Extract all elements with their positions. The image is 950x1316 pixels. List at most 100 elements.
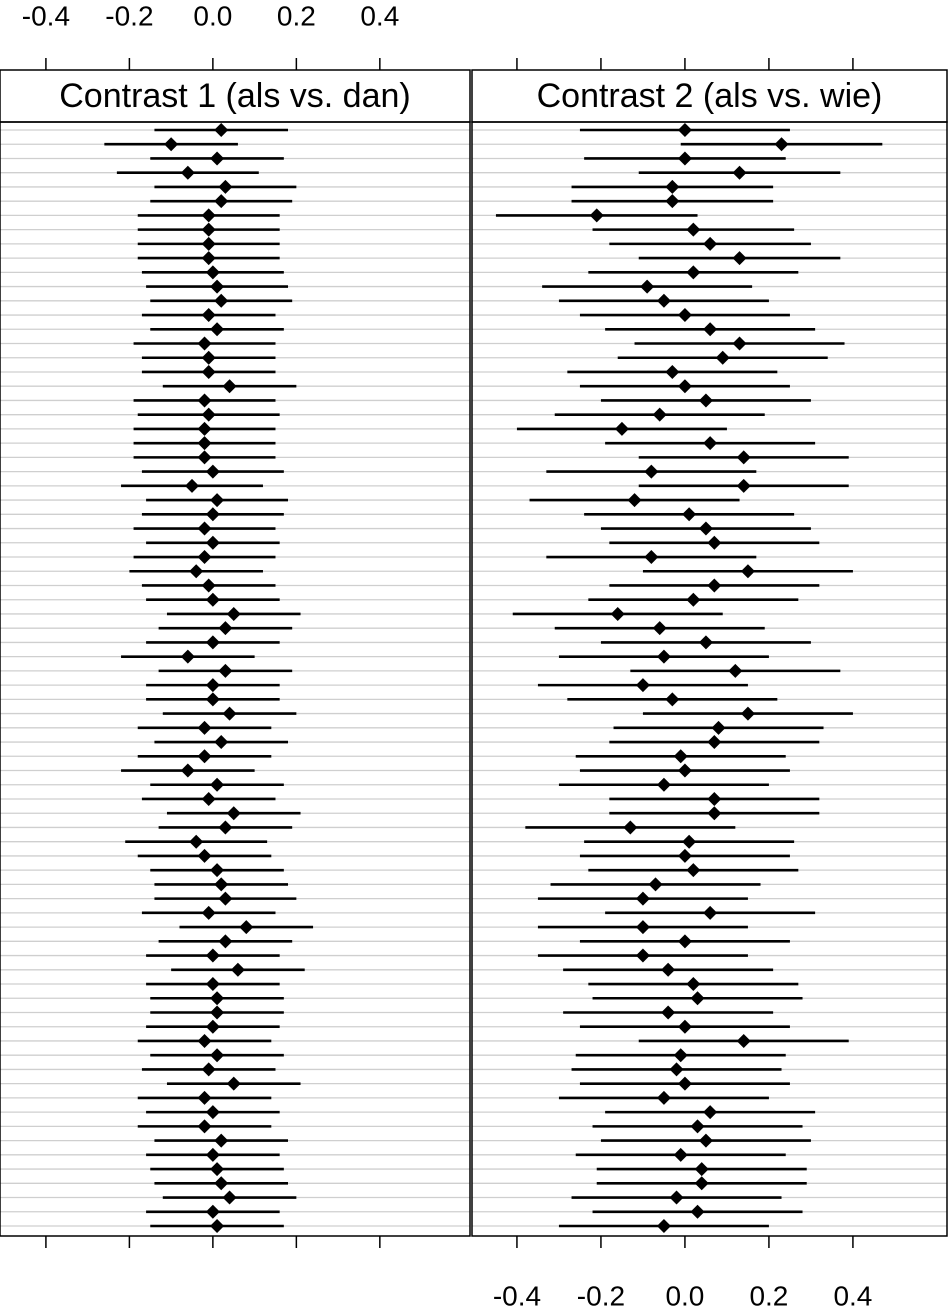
point [623,820,638,835]
point [197,720,212,735]
point [740,564,755,579]
point [732,251,747,266]
point [644,464,659,479]
point [218,820,233,835]
point [205,535,220,550]
point [205,507,220,522]
point [197,749,212,764]
point [189,834,204,849]
point [205,265,220,280]
point [201,578,216,593]
point [218,621,233,636]
point [205,635,220,650]
point [652,407,667,422]
point [197,1090,212,1105]
point [589,208,604,223]
point [703,236,718,251]
point [707,578,722,593]
point [677,934,692,949]
point [656,293,671,308]
point [197,436,212,451]
point [698,635,713,650]
point [661,1005,676,1020]
point [201,407,216,422]
point [201,1062,216,1077]
point [677,848,692,863]
point [635,678,650,693]
point [707,791,722,806]
point [707,535,722,550]
point [210,493,225,508]
point [197,521,212,536]
point [610,606,625,621]
point [703,322,718,337]
point [686,222,701,237]
point [201,364,216,379]
point [222,706,237,721]
point [189,564,204,579]
point [677,123,692,137]
point [239,920,254,935]
x-tick-label: 0.4 [833,1280,872,1311]
point [640,279,655,294]
point [736,1033,751,1048]
point [222,1190,237,1205]
point [635,948,650,963]
point [635,891,650,906]
point [698,1133,713,1148]
point [205,948,220,963]
point [690,1204,705,1219]
point [732,336,747,351]
point [226,806,241,821]
point [218,934,233,949]
point [665,692,680,707]
point [214,194,229,209]
x-tick-label: 0.0 [665,1280,704,1311]
x-tick-label: -0.4 [22,0,70,31]
point [222,379,237,394]
point [703,1105,718,1120]
point [205,1204,220,1219]
point [665,194,680,209]
panel-frame [471,121,948,1237]
point [682,834,697,849]
point [164,137,179,152]
point [214,735,229,750]
point [197,393,212,408]
point [180,649,195,664]
point [669,1190,684,1205]
point [226,606,241,621]
point [635,920,650,935]
point [686,863,701,878]
x-tick-label: -0.2 [105,0,153,31]
point [218,663,233,678]
point [682,507,697,522]
point [736,450,751,465]
point [669,1062,684,1077]
point [218,891,233,906]
point [736,478,751,493]
point [673,749,688,764]
point [205,592,220,607]
point [205,1147,220,1162]
point [677,308,692,323]
point [677,1076,692,1091]
point [711,720,726,735]
point [205,464,220,479]
point [661,962,676,977]
point [740,706,755,721]
point [656,777,671,792]
point [686,592,701,607]
point [652,621,667,636]
point [694,1162,709,1177]
point [205,977,220,992]
x-tick-label: 0.4 [360,0,399,31]
point [614,421,629,436]
x-tick-label: -0.4 [493,1280,541,1311]
point [185,478,200,493]
point [686,265,701,280]
point [677,763,692,778]
point [677,151,692,166]
